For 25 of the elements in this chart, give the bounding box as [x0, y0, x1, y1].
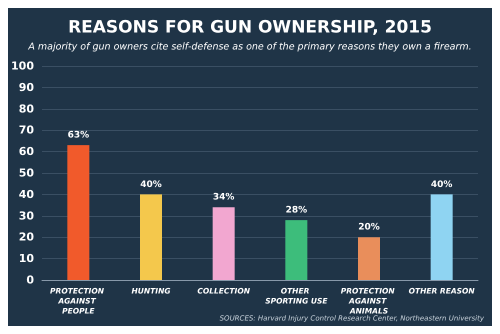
chart-title: REASONS FOR GUN OWNERSHIP, 2015	[68, 18, 432, 38]
y-tick-label: 90	[18, 80, 34, 94]
data-label: 34%	[212, 192, 234, 203]
bar	[430, 194, 453, 280]
bar	[358, 237, 380, 280]
y-tick-label: 50	[18, 166, 34, 180]
y-tick-label: 20	[18, 230, 34, 244]
data-label: 40%	[140, 180, 162, 190]
bar	[285, 220, 308, 280]
data-label: 20%	[358, 222, 380, 233]
y-tick-label: 10	[18, 252, 34, 266]
y-tick-label: 80	[18, 102, 34, 116]
y-tick-label: 0	[26, 274, 34, 286]
chart-subtitle: A majority of gun owners cite self-defense as one of the primary reasons they own a firearm.	[27, 42, 472, 52]
data-label: 63%	[68, 130, 90, 141]
y-tick-label: 60	[18, 145, 34, 158]
bar	[212, 207, 235, 280]
bar	[140, 194, 162, 280]
y-tick-label: 100	[11, 60, 34, 72]
y-tick-label: 70	[18, 124, 34, 137]
y-tick-label: 40	[18, 188, 34, 201]
y-tick-label: 30	[18, 209, 34, 222]
data-label: 28%	[286, 206, 308, 216]
data-label: 40%	[430, 180, 452, 190]
bar	[67, 145, 90, 280]
